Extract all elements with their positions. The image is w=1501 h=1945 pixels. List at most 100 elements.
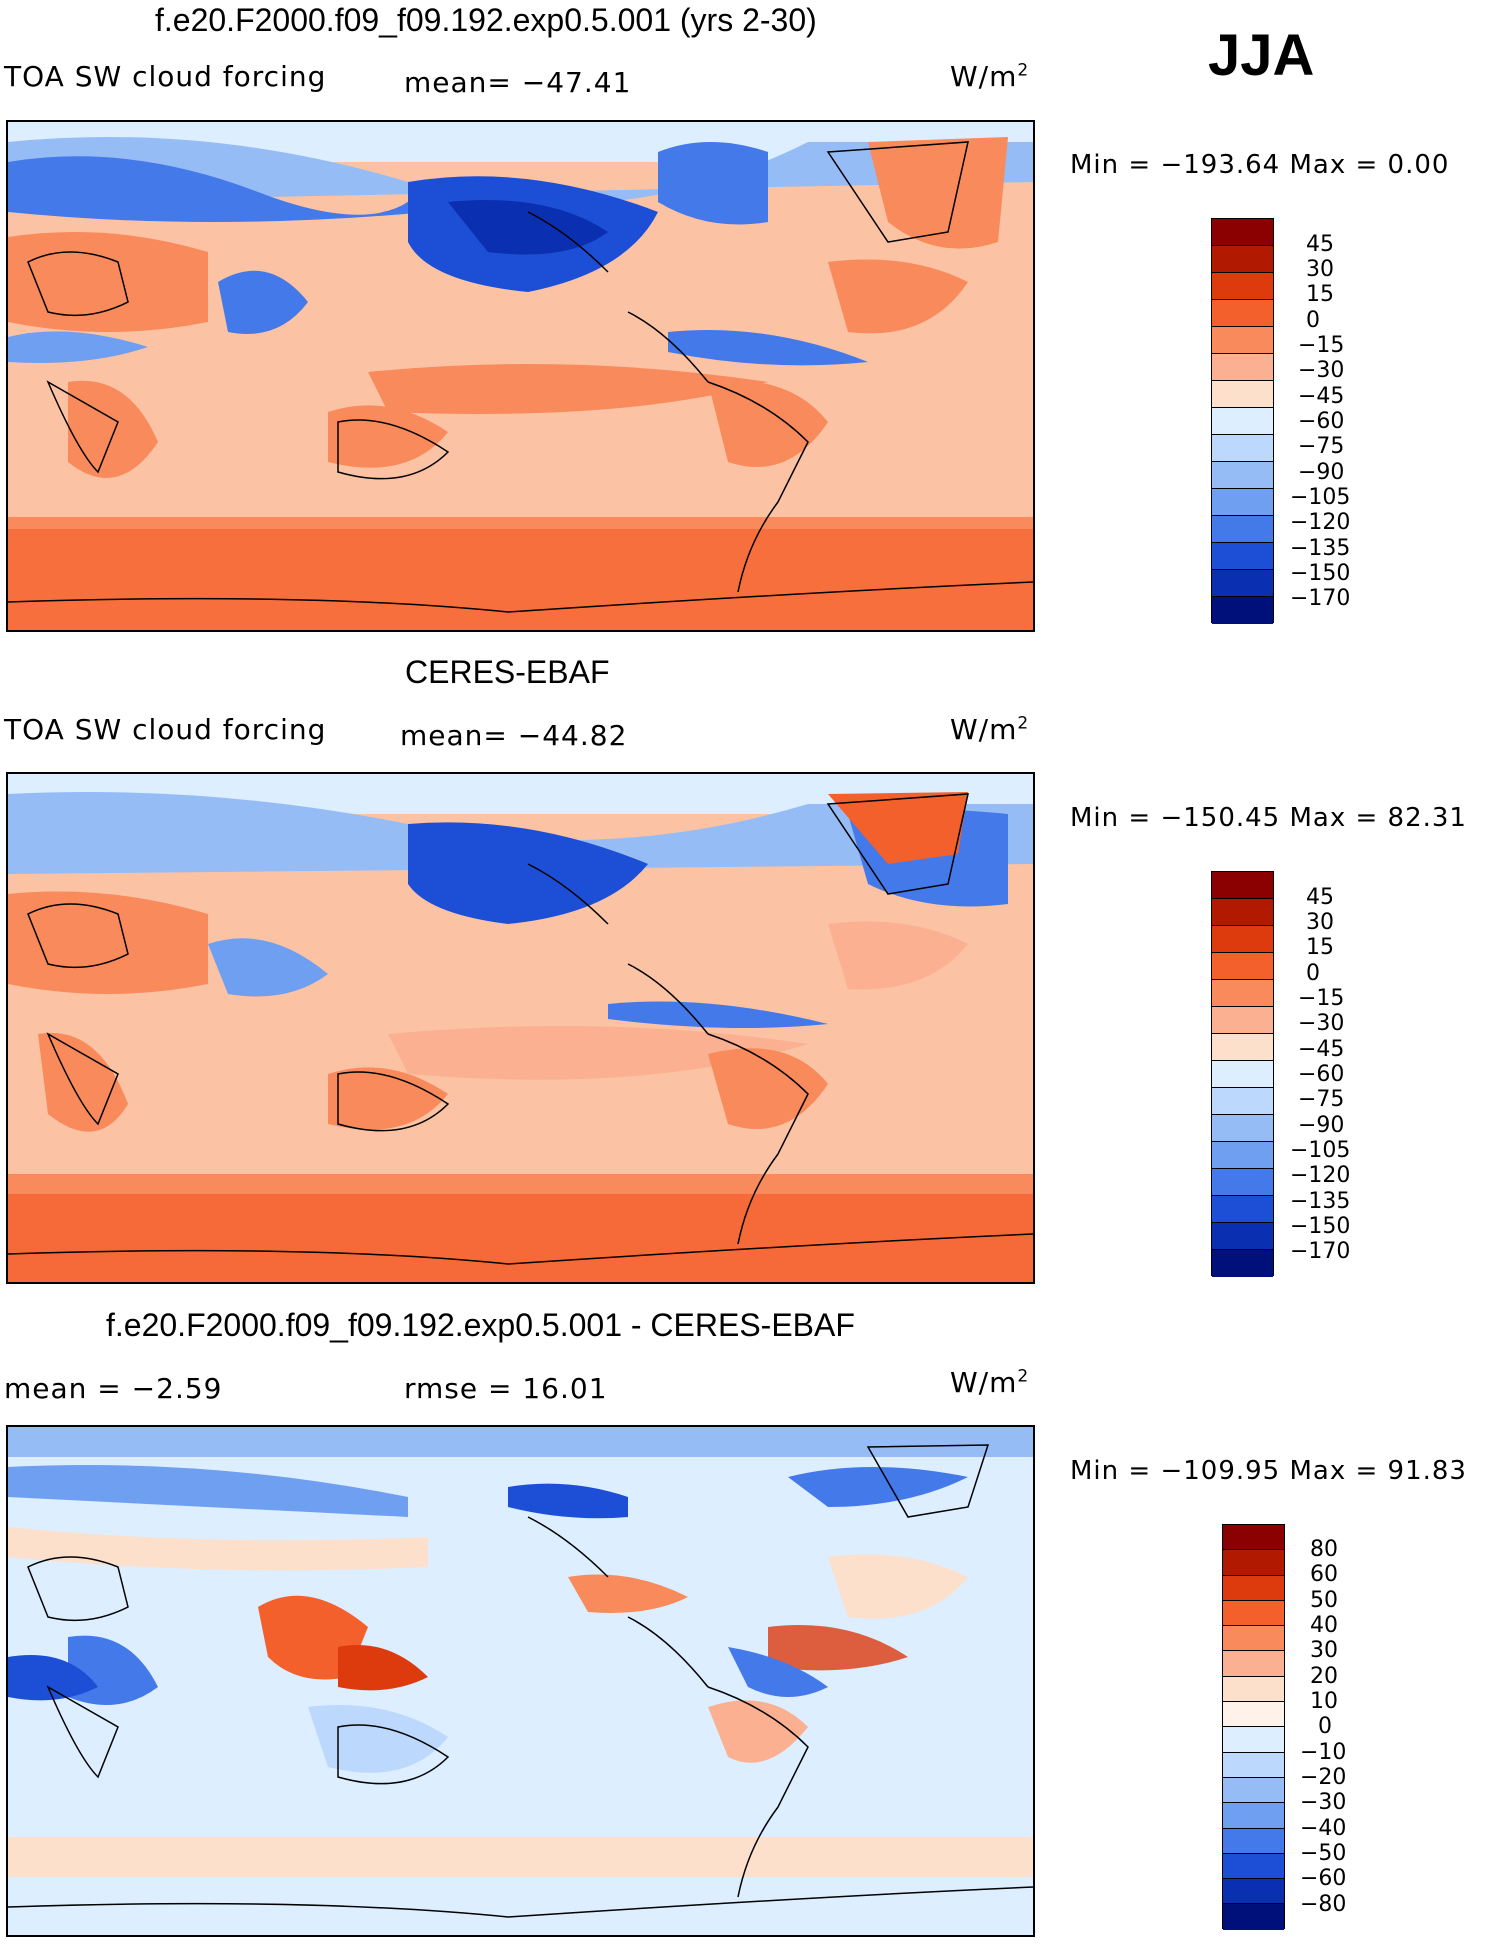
panel3-colorbar-swatch xyxy=(1223,1651,1284,1677)
panel1-colorbar-swatch xyxy=(1212,597,1273,624)
panel1-tick: 30 xyxy=(1306,257,1334,282)
panel3-tick: −40 xyxy=(1300,1816,1347,1841)
panel1-colorbar-swatch xyxy=(1212,300,1273,327)
panel3-tick: 50 xyxy=(1310,1588,1338,1613)
panel3-colorbar-swatch xyxy=(1223,1904,1284,1930)
panel2-colorbar-swatch xyxy=(1212,1115,1273,1142)
panel2-tick: −120 xyxy=(1290,1163,1351,1188)
panel3-mean-label: mean = −2.59 xyxy=(4,1372,223,1405)
panel3-colorbar-swatch xyxy=(1223,1853,1284,1880)
panel2-colorbar-swatch xyxy=(1212,926,1273,953)
panel3-tick: 80 xyxy=(1310,1537,1338,1562)
panel1-title: f.e20.F2000.f09_f09.192.exp0.5.001 (yrs … xyxy=(155,2,817,38)
panel1-tick: −105 xyxy=(1290,485,1351,510)
panel1-tick: −45 xyxy=(1298,384,1345,409)
panel1-colorbar-swatch xyxy=(1212,354,1273,381)
panel1-colorbar-swatch xyxy=(1212,462,1273,489)
panel3-colorbar-swatch xyxy=(1223,1777,1284,1804)
panel3-tick: 10 xyxy=(1310,1689,1338,1714)
panel2-tick: −30 xyxy=(1298,1011,1345,1036)
panel3-tick: −20 xyxy=(1300,1765,1347,1790)
panel3-minmax: Min = −109.95 Max = 91.83 xyxy=(1070,1456,1467,1486)
panel3-tick: 20 xyxy=(1310,1664,1338,1689)
panel2-colorbar-swatch xyxy=(1212,872,1273,899)
panel2-colorbar-swatch xyxy=(1212,1061,1273,1088)
panel3-map xyxy=(6,1425,1035,1937)
panel3-colorbar-swatch xyxy=(1223,1752,1284,1778)
panel3-colorbar-swatch xyxy=(1223,1803,1284,1829)
panel3-tick: 40 xyxy=(1310,1613,1338,1638)
panel3-colorbar-swatch xyxy=(1223,1676,1284,1703)
season-label: JJA xyxy=(1208,23,1315,88)
panel1-colorbar-swatch xyxy=(1212,435,1273,462)
panel1-tick: −60 xyxy=(1298,409,1345,434)
panel3-tick: −10 xyxy=(1300,1740,1347,1765)
panel3-rmse-label: rmse = 16.01 xyxy=(404,1372,608,1405)
panel2-tick: 0 xyxy=(1306,961,1320,986)
panel3-colorbar-swatch xyxy=(1223,1828,1284,1854)
panel1-tick: −120 xyxy=(1290,510,1351,535)
panel2-colorbar-swatch xyxy=(1212,980,1273,1007)
panel1-colorbar-swatch xyxy=(1212,273,1273,300)
panel2-tick: 30 xyxy=(1306,910,1334,935)
panel2-map xyxy=(6,772,1035,1284)
panel1-colorbar xyxy=(1211,218,1274,624)
panel3-tick: −50 xyxy=(1300,1841,1347,1866)
panel3-colorbar-swatch xyxy=(1223,1626,1284,1652)
panel1-minmax: Min = −193.64 Max = 0.00 xyxy=(1070,150,1450,180)
panel2-tick: −90 xyxy=(1298,1113,1345,1138)
panel2-tick: 45 xyxy=(1306,885,1334,910)
panel1-colorbar-swatch xyxy=(1212,327,1273,354)
panel2-colorbar-swatch xyxy=(1212,1007,1273,1034)
panel2-colorbar xyxy=(1211,871,1274,1277)
panel2-variable-label: TOA SW cloud forcing xyxy=(4,713,327,746)
panel2-tick: −170 xyxy=(1290,1239,1351,1264)
panel1-tick: −15 xyxy=(1298,333,1345,358)
panel1-colorbar-swatch xyxy=(1212,408,1273,435)
panel1-tick: −150 xyxy=(1290,561,1351,586)
panel2-tick: −75 xyxy=(1298,1087,1345,1112)
panel1-colorbar-swatch xyxy=(1212,489,1273,516)
panel1-colorbar-swatch xyxy=(1212,516,1273,543)
panel1-map xyxy=(6,120,1035,632)
panel1-tick: −135 xyxy=(1290,536,1351,561)
panel2-colorbar-swatch xyxy=(1212,1169,1273,1196)
panel1-mean-label: mean= −47.41 xyxy=(404,66,632,99)
panel2-tick: −150 xyxy=(1290,1214,1351,1239)
panel3-colorbar-swatch xyxy=(1223,1575,1284,1601)
panel3-colorbar-swatch xyxy=(1223,1702,1284,1728)
panel3-tick: −30 xyxy=(1300,1790,1347,1815)
panel1-tick: 15 xyxy=(1306,282,1334,307)
panel3-colorbar-swatch xyxy=(1223,1525,1284,1551)
panel1-variable-label: TOA SW cloud forcing xyxy=(4,60,327,93)
panel1-colorbar-swatch xyxy=(1212,246,1273,273)
panel2-colorbar-swatch xyxy=(1212,1088,1273,1115)
panel1-tick: 0 xyxy=(1306,308,1320,333)
panel3-tick: −60 xyxy=(1300,1866,1347,1891)
panel1-tick: −90 xyxy=(1298,460,1345,485)
panel2-tick: 15 xyxy=(1306,935,1334,960)
panel2-tick: −135 xyxy=(1290,1189,1351,1214)
panel1-tick: −30 xyxy=(1298,358,1345,383)
panel3-colorbar xyxy=(1222,1524,1285,1930)
panel2-colorbar-swatch xyxy=(1212,1034,1273,1061)
panel2-colorbar-swatch xyxy=(1212,1223,1273,1250)
panel2-colorbar-swatch xyxy=(1212,1196,1273,1223)
panel2-tick: −60 xyxy=(1298,1062,1345,1087)
panel2-tick: −15 xyxy=(1298,986,1345,1011)
panel2-minmax: Min = −150.45 Max = 82.31 xyxy=(1070,803,1467,833)
panel1-tick: −75 xyxy=(1298,434,1345,459)
panel1-colorbar-swatch xyxy=(1212,219,1273,246)
panel2-colorbar-swatch xyxy=(1212,953,1273,980)
panel3-tick: 60 xyxy=(1310,1562,1338,1587)
panel1-tick: −170 xyxy=(1290,586,1351,611)
panel3-tick: 0 xyxy=(1318,1714,1332,1739)
panel3-colorbar-swatch xyxy=(1223,1727,1284,1753)
panel2-mean-label: mean= −44.82 xyxy=(400,719,628,752)
panel2-tick: −45 xyxy=(1298,1037,1345,1062)
panel1-colorbar-swatch xyxy=(1212,543,1273,570)
panel2-colorbar-swatch xyxy=(1212,1142,1273,1169)
panel2-colorbar-swatch xyxy=(1212,1250,1273,1277)
panel3-tick: −80 xyxy=(1300,1892,1347,1917)
panel3-colorbar-swatch xyxy=(1223,1550,1284,1576)
